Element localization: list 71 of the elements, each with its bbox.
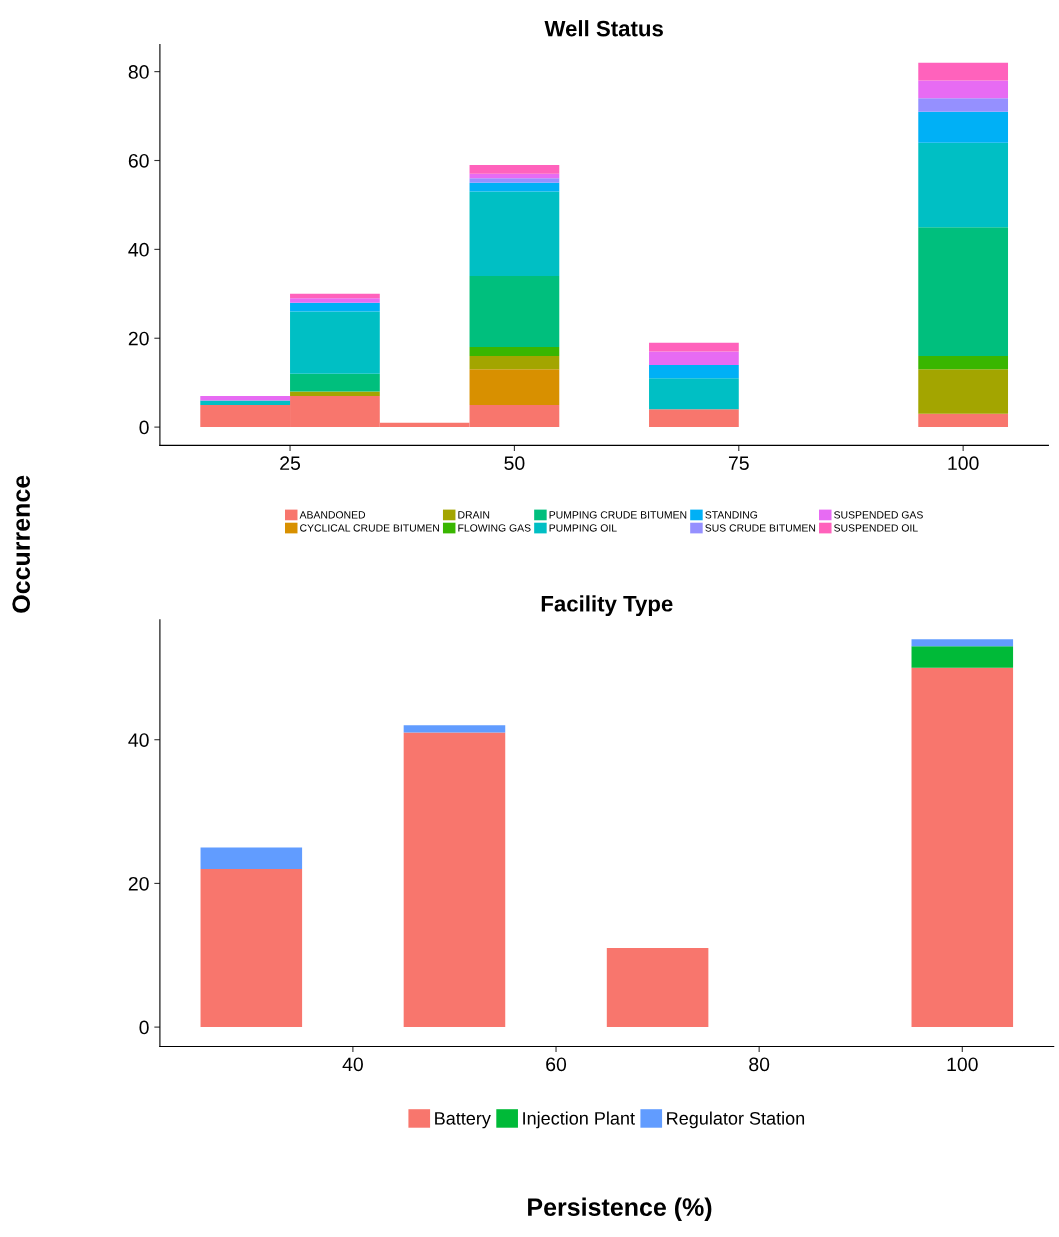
bar — [918, 369, 1009, 414]
bar — [469, 178, 560, 183]
bar — [469, 164, 560, 174]
bar — [918, 98, 1009, 112]
legend-label: Injection Plant — [523, 1111, 635, 1129]
bar — [469, 276, 560, 348]
y-tick-label: 40 — [128, 733, 149, 747]
legend-label: STANDING — [705, 511, 758, 519]
x-tick-label: 25 — [280, 456, 301, 471]
bar — [290, 373, 380, 392]
y-tick-label: 0 — [139, 420, 149, 435]
bar — [918, 111, 1009, 143]
bar — [403, 725, 506, 733]
bar — [200, 400, 291, 405]
legend-label: DRAIN — [458, 511, 490, 519]
y-tick-label: 20 — [128, 331, 149, 346]
bar — [649, 351, 739, 365]
chart-title: Well Status — [544, 20, 663, 37]
x-tick-label: 100 — [948, 456, 979, 471]
x-tick-label: 100 — [947, 1057, 978, 1072]
y-axis-title: Occurrence — [12, 475, 31, 613]
bar — [649, 378, 739, 410]
bar — [469, 191, 560, 277]
legend-label: CYCLICAL CRUDE BITUMEN — [300, 524, 439, 532]
bar — [290, 311, 380, 374]
bar — [918, 227, 1009, 357]
chart-title: Facility Type — [541, 595, 673, 617]
legend-label: FLOWING GAS — [458, 524, 531, 532]
bar — [911, 639, 1014, 647]
legend-label: SUSPENDED GAS — [834, 511, 923, 519]
bar — [649, 342, 739, 352]
y-tick-label: 60 — [128, 153, 149, 168]
bar — [290, 302, 380, 312]
legend-label: ABANDONED — [299, 511, 366, 519]
bar — [469, 356, 560, 370]
bar — [469, 182, 560, 192]
bar — [918, 62, 1009, 81]
bar — [918, 356, 1009, 370]
legend-label: SUSPENDED OIL — [834, 524, 918, 532]
bar — [469, 347, 560, 357]
x-tick-label: 50 — [504, 456, 525, 471]
bar — [200, 869, 303, 1028]
bar — [918, 413, 1009, 428]
legend-label: SUS CRUDE BITUMEN — [705, 524, 816, 532]
bar — [403, 732, 506, 1028]
bar — [918, 142, 1009, 228]
bar — [200, 396, 291, 401]
y-tick-label: 0 — [139, 1020, 149, 1035]
x-tick-label: 40 — [342, 1057, 363, 1072]
x-tick-label: 60 — [546, 1057, 567, 1072]
legend-label: PUMPING CRUDE BITUMEN — [549, 511, 687, 519]
bar — [290, 293, 380, 299]
legend-label: Battery — [435, 1112, 491, 1129]
y-tick-label: 80 — [128, 65, 149, 79]
y-tick-label: 20 — [128, 876, 149, 891]
bar — [911, 646, 1014, 668]
bar — [469, 369, 560, 405]
bar — [918, 80, 1009, 99]
legend-label: PUMPING OIL — [549, 524, 617, 532]
y-tick-label: 40 — [128, 242, 149, 257]
bar — [649, 409, 739, 428]
bar — [606, 948, 709, 1028]
legend-label: Regulator Station — [667, 1111, 805, 1129]
bar — [290, 391, 380, 396]
x-tick-label: 75 — [728, 456, 749, 471]
bar — [649, 364, 739, 379]
x-axis-title: Persistence (%) — [528, 1197, 712, 1221]
x-tick-label: 80 — [749, 1057, 770, 1072]
bar — [911, 667, 1014, 1028]
bar — [290, 298, 380, 303]
bar — [200, 847, 303, 870]
